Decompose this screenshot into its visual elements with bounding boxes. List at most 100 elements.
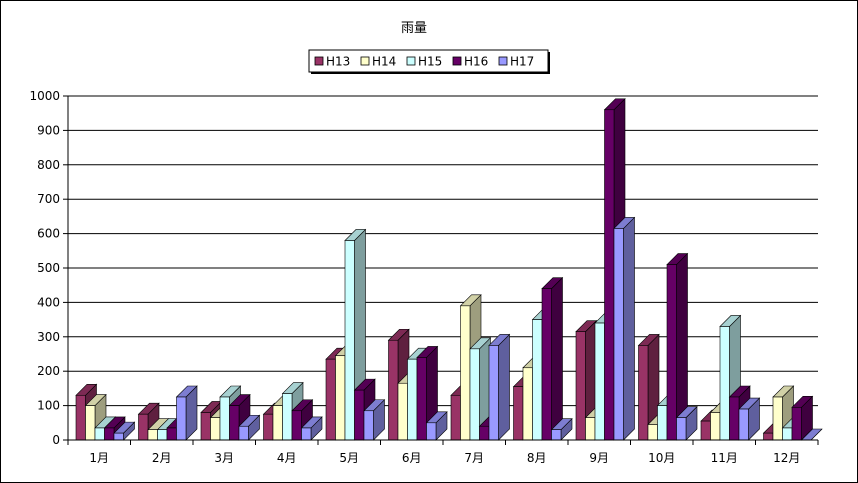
- bar: [75, 394, 86, 441]
- x-tick-label: 6月: [402, 451, 422, 465]
- y-tick-label: 900: [37, 123, 60, 137]
- x-tick-label: 4月: [277, 451, 297, 465]
- x-tick-label: 3月: [214, 451, 234, 465]
- bar: [344, 240, 355, 441]
- legend-label: H15: [418, 55, 442, 69]
- y-axis: 0 100 200 300 400 500 600 700 800 900 1000: [29, 89, 69, 447]
- bar: [407, 358, 418, 441]
- bar: [166, 427, 177, 441]
- bar-side: [551, 276, 563, 441]
- y-tick-label: 300: [37, 330, 60, 344]
- bar: [791, 407, 802, 441]
- bar: [513, 386, 524, 441]
- bar: [104, 427, 115, 441]
- legend-swatch: [498, 56, 508, 66]
- bar: [532, 319, 543, 441]
- y-tick-label: 100: [37, 399, 60, 413]
- bar: [613, 228, 624, 441]
- bar: [301, 427, 312, 441]
- x-tick-label: 10月: [648, 451, 675, 465]
- bar: [335, 355, 346, 441]
- bar: [666, 264, 677, 441]
- bar: [585, 417, 596, 441]
- bar: [469, 348, 480, 441]
- x-tick-label: 9月: [589, 451, 609, 465]
- legend-box: [308, 49, 549, 73]
- bar: [551, 429, 562, 441]
- bar: [575, 331, 586, 441]
- bar: [363, 410, 374, 441]
- bar: [700, 420, 711, 441]
- bar: [210, 417, 221, 441]
- bar-side: [623, 216, 635, 441]
- bar: [488, 345, 499, 441]
- x-tick-label: 1月: [89, 451, 109, 465]
- x-tick-label: 7月: [464, 451, 484, 465]
- bar: [388, 339, 399, 441]
- bar: [738, 408, 749, 441]
- bar: [219, 396, 230, 441]
- y-tick-label: 700: [37, 192, 60, 206]
- bar: [291, 410, 302, 441]
- bar: [460, 305, 471, 441]
- bar: [282, 393, 293, 441]
- bar: [719, 326, 730, 441]
- y-tick-label: 0: [52, 433, 60, 447]
- bar: [176, 396, 187, 441]
- bar: [416, 357, 427, 441]
- bar: [426, 422, 437, 441]
- bar: [763, 432, 774, 441]
- legend-label: H13: [326, 55, 350, 69]
- bar: [85, 405, 96, 441]
- bar: [238, 425, 249, 441]
- legend-label: H14: [372, 55, 396, 69]
- x-tick-label: 12月: [773, 451, 800, 465]
- legend-swatch: [314, 56, 324, 66]
- bar: [354, 389, 365, 441]
- bar: [676, 417, 687, 441]
- bar: [647, 424, 658, 441]
- bar: [729, 396, 740, 441]
- x-axis: 1月 2月 3月 4月 5月 6月 7月 8月 9月 10月 11月 12月: [67, 439, 819, 465]
- y-tick-label: 800: [37, 158, 60, 172]
- bar-side: [498, 333, 510, 441]
- bar: [147, 429, 158, 441]
- y-tick-label: 1000: [29, 89, 60, 103]
- bar: [782, 427, 793, 441]
- chart-title: 雨量: [401, 21, 427, 36]
- gridlines: [68, 95, 818, 441]
- bar: [272, 405, 283, 441]
- bar: [604, 109, 615, 441]
- legend-label: H16: [464, 55, 488, 69]
- legend: H13 H14 H15 H16 H17: [308, 49, 550, 74]
- bar: [522, 367, 533, 441]
- bar: [200, 412, 211, 441]
- bar: [263, 413, 274, 441]
- legend-swatch: [452, 56, 462, 66]
- legend-swatch: [406, 56, 416, 66]
- bar: [710, 412, 721, 441]
- legend-swatch: [360, 56, 370, 66]
- bar: [772, 396, 783, 441]
- bar: [450, 394, 461, 441]
- y-tick-label: 200: [37, 364, 60, 378]
- bar: [594, 322, 605, 441]
- bar: [157, 429, 168, 441]
- bar: [638, 345, 649, 441]
- y-tick-label: 600: [37, 227, 60, 241]
- bar: [541, 288, 552, 441]
- bar: [113, 432, 124, 441]
- bar: [94, 427, 105, 441]
- legend-label: H17: [510, 55, 534, 69]
- bar: [479, 425, 490, 441]
- x-tick-label: 8月: [527, 451, 547, 465]
- bar: [397, 382, 408, 441]
- x-tick-label: 11月: [711, 451, 738, 465]
- x-tick-label: 2月: [152, 451, 172, 465]
- y-tick-label: 400: [37, 295, 60, 309]
- bar: [138, 413, 149, 441]
- bar: [657, 405, 668, 441]
- bar: [229, 405, 240, 441]
- x-tick-label: 5月: [339, 451, 359, 465]
